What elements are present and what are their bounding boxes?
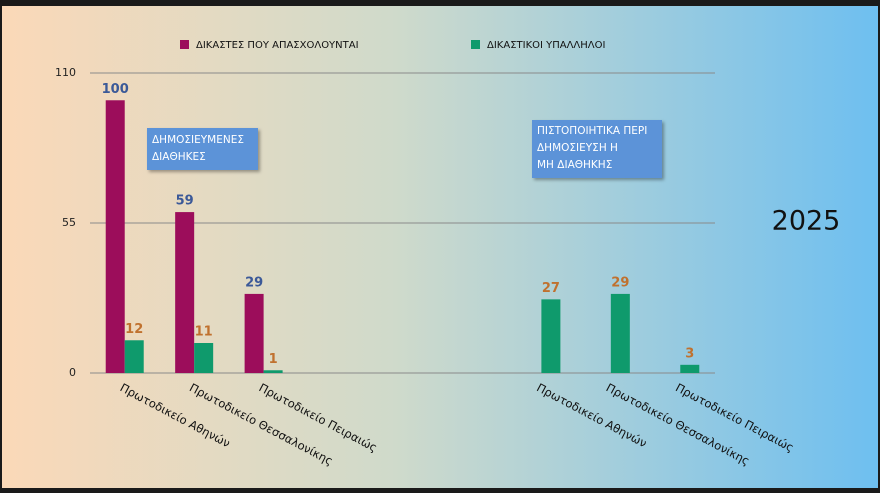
data-label: 1	[269, 352, 278, 367]
bar	[541, 299, 561, 373]
data-label: 29	[611, 275, 629, 290]
bar	[263, 370, 283, 373]
legend-swatch	[471, 40, 480, 49]
bar	[680, 364, 700, 373]
slide-background	[2, 6, 878, 488]
bar	[610, 293, 630, 373]
legend-label: ΔΙΚΑΣΤΙΚΟΙ ΥΠΑΛΛΗΛΟΙ	[487, 40, 605, 51]
data-label: 12	[125, 322, 143, 337]
bar	[194, 343, 214, 373]
bar	[124, 340, 144, 373]
legend-label: ΔΙΚΑΣΤΕΣ ΠΟΥ ΑΠΑΣΧΟΛΟΥΝΤΑΙ	[196, 40, 359, 51]
annotation-text: ΠΙΣΤΟΠΟΙΗΤΙΚΑ ΠΕΡΙ	[537, 125, 647, 137]
annotation-text: ΜΗ ΔΙΑΘΗΚΗΣ	[537, 159, 612, 171]
y-tick-label: 110	[55, 66, 76, 79]
year-label: 2025	[772, 206, 841, 237]
data-label: 27	[542, 281, 560, 296]
data-label: 11	[195, 325, 213, 340]
legend-swatch	[180, 40, 189, 49]
annotation-text: ΔΗΜΟΣΙΕΥΜΕΝΕΣ	[152, 134, 244, 146]
annotation-box	[532, 120, 662, 178]
annotation-text: ΔΗΜΟΣΙΕΥΣΗ Η	[537, 142, 618, 154]
data-label: 29	[245, 275, 263, 290]
data-label: 3	[685, 346, 694, 361]
data-label: 59	[176, 194, 194, 209]
annotation-box	[147, 128, 258, 170]
bar	[244, 293, 264, 373]
annotation-text: ΔΙΑΘΗΚΕΣ	[152, 151, 206, 163]
y-tick-label: 55	[62, 216, 76, 229]
y-tick-label: 0	[69, 366, 76, 379]
bar	[105, 100, 125, 373]
bar	[175, 212, 195, 373]
data-label: 100	[102, 82, 129, 97]
